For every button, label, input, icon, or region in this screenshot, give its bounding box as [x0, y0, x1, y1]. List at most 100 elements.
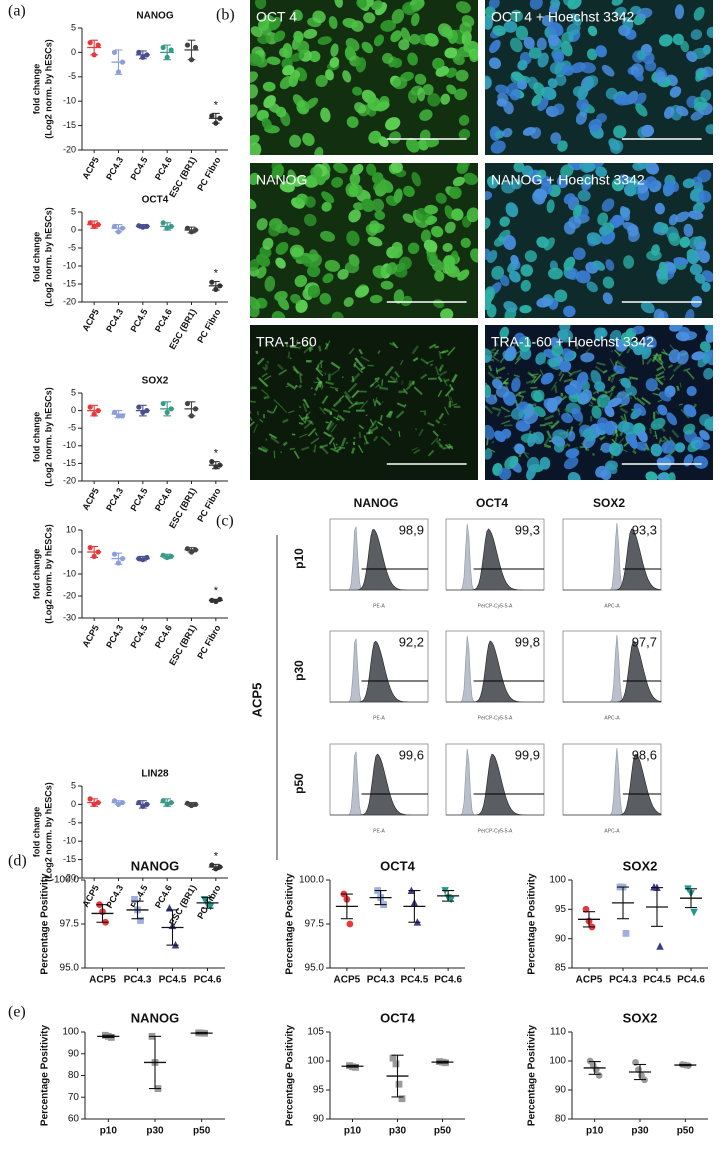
membrane-fiber	[290, 358, 291, 359]
x-tick-label: PC4.5	[400, 975, 428, 986]
x-tick-label: p30	[389, 1126, 407, 1137]
data-point	[88, 545, 93, 550]
membrane-fiber	[314, 394, 315, 395]
data-point	[161, 45, 166, 50]
axis-label: PE-A	[373, 603, 385, 609]
y-axis-label: (Log2 norm. by hESCs)	[43, 207, 53, 307]
y-tick-label: 0	[71, 224, 76, 234]
x-tick-label: PC4.6	[194, 975, 222, 986]
y-tick-label: 95.0	[60, 963, 80, 974]
y-tick-label: 0	[71, 405, 76, 415]
column-header: OCT4	[476, 496, 508, 510]
membrane-fiber	[340, 447, 346, 448]
y-tick-label: -20	[63, 144, 76, 154]
x-tick-label: p50	[193, 1126, 211, 1137]
y-tick-label: 100	[549, 1056, 566, 1067]
data-point	[209, 280, 214, 285]
x-tick-label: PC4.3	[104, 623, 125, 650]
x-tick-label: ACP5	[576, 975, 603, 986]
x-tick-label: ACP5	[80, 155, 101, 181]
data-point	[399, 1095, 406, 1102]
membrane-fiber	[244, 453, 251, 457]
x-tick-label: PC4.3	[609, 975, 637, 986]
x-tick-label: PC Fibro	[195, 307, 223, 345]
y-tick-label: -30	[63, 612, 76, 622]
y-tick-label: -15	[63, 278, 76, 288]
membrane-fiber	[650, 428, 651, 434]
axis-label: APC-A	[604, 828, 620, 834]
y-axis-label: Percentage Positivity	[40, 1024, 51, 1126]
y-tick-label: 80	[68, 1070, 80, 1081]
membrane-fiber	[375, 378, 380, 379]
y-tick-label: 95	[313, 1085, 325, 1096]
image-label: TRA-1-60	[256, 334, 317, 350]
x-tick-label: PC4.5	[643, 975, 671, 986]
membrane-fiber	[336, 444, 338, 445]
x-tick-label: PC4.3	[367, 975, 395, 986]
x-tick-label: PC4.6	[153, 307, 174, 334]
membrane-fiber	[439, 439, 440, 440]
y-tick-label: 100	[307, 1056, 324, 1067]
membrane-fiber	[295, 386, 297, 387]
y-tick-label: 100	[62, 1027, 79, 1038]
membrane-fiber	[267, 361, 268, 364]
membrane-fiber	[301, 417, 309, 419]
percent-positive: 98,6	[632, 747, 657, 762]
x-tick-label: PC4.5	[128, 486, 149, 513]
y-tick-label: -20	[63, 590, 76, 600]
chart-title: NANOG	[136, 11, 173, 22]
image-label: OCT 4 + Hoechst 3342	[491, 9, 635, 25]
membrane-fiber	[266, 364, 267, 369]
y-axis-label: Percentage Positivity	[527, 1024, 538, 1126]
y-axis-label: fold change	[31, 232, 41, 283]
data-point	[185, 546, 190, 551]
nucleus	[552, 429, 567, 440]
image-label: NANOG	[256, 172, 307, 188]
x-tick-label: ACP5	[89, 975, 116, 986]
x-tick-label: PC Fibro	[195, 155, 223, 193]
data-point	[112, 50, 117, 55]
column-header: SOX2	[593, 496, 625, 510]
y-tick-label: -15	[63, 854, 76, 864]
y-axis-label: Percentage Positivity	[40, 873, 51, 975]
membrane-fiber	[299, 407, 301, 408]
row-label: p50	[292, 773, 306, 794]
image-label: NANOG + Hoechst 3342	[491, 172, 645, 188]
y-tick-label: -10	[63, 568, 76, 578]
x-tick-label: PC4.5	[128, 155, 149, 182]
x-tick-label: p50	[434, 1126, 452, 1137]
x-tick-label: p10	[100, 1126, 118, 1137]
axis-label: APC-A	[604, 603, 620, 609]
data-point	[131, 896, 138, 903]
y-tick-label: -5	[68, 242, 76, 252]
y-tick-label: -10	[63, 440, 76, 450]
membrane-fiber	[347, 442, 348, 443]
y-tick-label: 0	[71, 546, 76, 556]
x-tick-label: ACP5	[80, 486, 101, 512]
membrane-fiber	[609, 377, 610, 381]
row-label: p30	[292, 660, 306, 681]
y-axis-label: (Log2 norm. by hESCs)	[43, 39, 53, 139]
data-point	[396, 1081, 403, 1088]
data-point	[88, 40, 93, 45]
image-label: TRA-1-60 + Hoechst 3342	[491, 334, 654, 350]
y-tick-label: 95	[555, 904, 567, 915]
x-tick-label: PC4.5	[159, 975, 187, 986]
membrane-fiber	[319, 346, 320, 352]
data-point	[596, 1072, 603, 1079]
membrane-fiber	[300, 375, 301, 383]
panel-label: (c)	[216, 513, 234, 530]
membrane-fiber	[330, 413, 332, 414]
column-header: NANOG	[354, 496, 399, 510]
significance-marker: *	[214, 448, 219, 460]
panel-label: (a)	[8, 3, 26, 20]
percent-positive: 99,3	[515, 522, 540, 537]
y-tick-label: -5	[68, 71, 76, 81]
data-point	[656, 942, 663, 949]
membrane-fiber	[440, 368, 441, 372]
y-axis-label: Percentage Positivity	[285, 873, 296, 975]
y-tick-label: 97.5	[305, 919, 325, 930]
y-tick-label: 110	[550, 1027, 566, 1038]
x-tick-label: p10	[586, 1126, 604, 1137]
y-tick-label: 100.0	[54, 875, 79, 886]
